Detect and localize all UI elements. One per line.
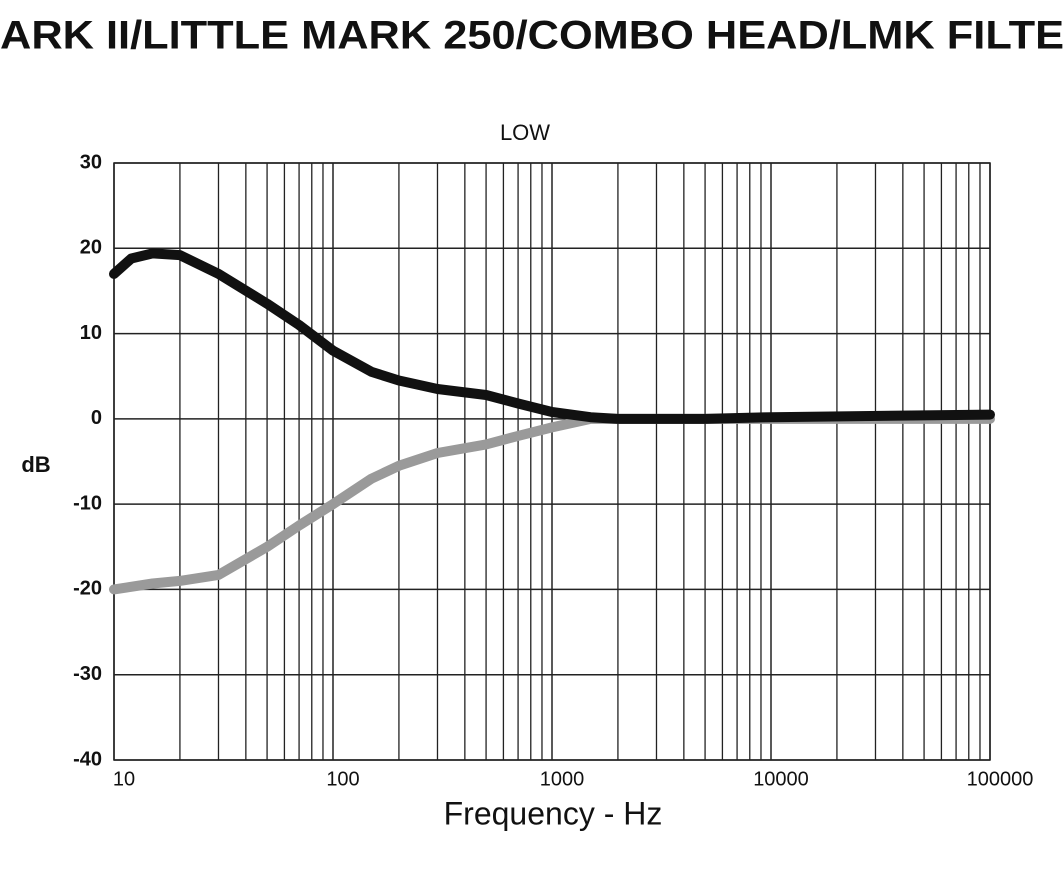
y-tick-label: 10 bbox=[80, 322, 102, 344]
x-axis-label: Frequency - Hz bbox=[444, 795, 663, 831]
y-tick-label: -10 bbox=[73, 492, 102, 514]
y-tick-label: -40 bbox=[73, 748, 102, 770]
y-tick-label: -20 bbox=[73, 578, 102, 600]
x-tick-label: 10 bbox=[113, 768, 135, 790]
x-tick-label: 100 bbox=[326, 768, 359, 790]
x-tick-label: 10000 bbox=[753, 768, 809, 790]
y-tick-label: 0 bbox=[91, 407, 102, 429]
y-tick-label: -30 bbox=[73, 663, 102, 685]
data-line bbox=[109, 413, 995, 595]
chart-subtitle: LOW bbox=[500, 120, 550, 145]
plot-frame bbox=[113, 162, 991, 761]
y-axis-label: dB bbox=[21, 452, 50, 477]
chart-title: ARK II/LITTLE MARK 250/COMBO HEAD/LMK FI… bbox=[0, 14, 1064, 58]
y-tick-label: 30 bbox=[80, 151, 102, 173]
data-line bbox=[109, 248, 995, 424]
x-tick-label: 1000 bbox=[540, 768, 585, 790]
y-tick-label: 20 bbox=[80, 237, 102, 259]
x-tick-label: 100000 bbox=[967, 768, 1034, 790]
